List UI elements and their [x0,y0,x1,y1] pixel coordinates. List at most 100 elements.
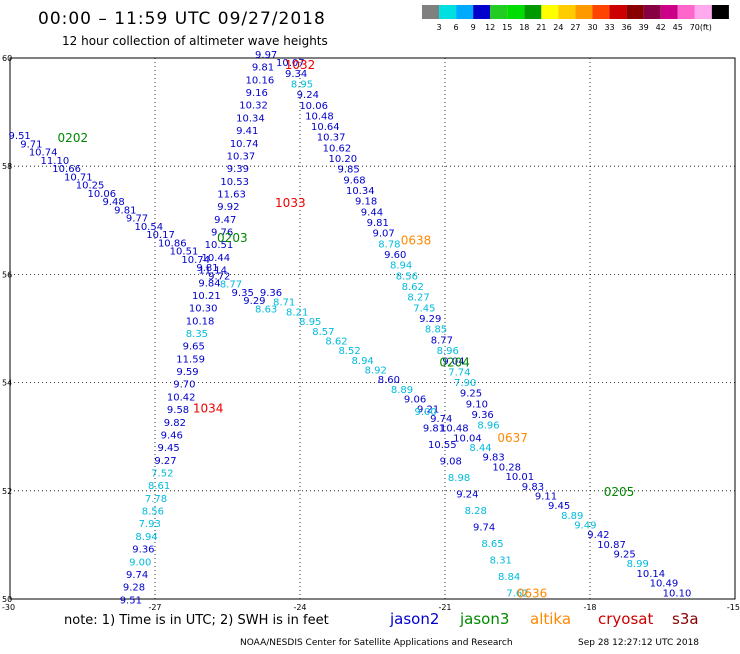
swh-value: 8.57 [312,327,334,338]
swh-value: 8.89 [561,511,583,522]
swh-value: 8.44 [469,443,491,454]
swh-value: 9.51 [120,595,142,606]
swh-value: 9.10 [466,399,488,410]
legend-satellite-cryosat: cryosat [598,610,653,628]
swh-value: 9.11 [535,491,557,502]
swh-value: 9.41 [236,126,258,137]
swh-value: 10.32 [239,101,268,112]
swh-value: 9.34 [285,69,307,80]
y-tick-label: 56 [2,270,12,279]
pass-id-label: 0637 [497,431,528,445]
color-scale-swatch [694,5,712,19]
swh-value: 7.52 [151,469,173,480]
color-scale-label: 36 [622,23,632,32]
swh-value: 9.76 [211,228,233,239]
color-scale-swatch [473,5,491,19]
swh-value: 9.27 [154,456,176,467]
swh-value: 9.83 [483,453,505,464]
swh-value: 8.96 [437,346,459,357]
swh-value: 8.61 [148,481,170,492]
color-scale-label: 6 [454,23,459,32]
swh-value: 10.06 [299,101,328,112]
swh-value: 8.99 [627,559,649,570]
swh-value: 9.00 [129,557,151,568]
color-scale-label: 27 [570,23,580,32]
swh-value: 8.60 [378,375,400,386]
swh-value: 9.97 [255,50,277,61]
swh-value: 9.72 [208,271,230,282]
color-scale-label: (ft) [700,23,712,32]
pass-labels: 1032 0202 1033 0203 0638 0204 1034 0637 0205 0636 [58,58,635,601]
color-scale-label: 9 [471,23,476,32]
swh-value: 10.07 [276,58,305,69]
color-scale-label: 12 [485,23,495,32]
swh-value: 8.92 [365,366,387,377]
plot-frame [9,57,736,600]
color-scale-swatch [575,5,593,19]
x-tick-label: -27 [148,603,161,612]
swh-value: 7.93 [139,519,161,530]
x-tick-label: -24 [293,603,306,612]
swh-value: 8.78 [378,239,400,250]
swh-value: 8.77 [220,280,242,291]
color-scale-label: 30 [587,23,597,32]
swh-value: 10.34 [346,186,375,197]
x-tick-label: -15 [727,603,740,612]
swh-value: 10.62 [323,143,352,154]
swh-value: 10.42 [167,392,196,403]
swh-value: 11.59 [176,354,205,365]
color-scale: 3 6 9 12 15 18 21 24 27 30 33 36 39 42 45 70 (ft) [422,5,729,32]
swh-value: 9.74 [430,414,452,425]
swh-value: 8.56 [142,507,164,518]
color-scale-swatch [677,5,695,19]
pass-id-label: 1034 [193,401,224,415]
swh-value: 10.37 [317,133,346,144]
swh-value: 9.18 [355,197,377,208]
color-scale-swatch [592,5,610,19]
color-scale-swatch [626,5,644,19]
swh-value: 9.81 [423,424,445,435]
color-scale-label: 15 [502,23,512,32]
swh-value: 9.36 [472,410,494,421]
swh-value: 10.51 [205,240,234,251]
swh-value: 9.49 [574,520,596,531]
color-scale-label: 24 [553,23,563,32]
color-scale-swatch [456,5,474,19]
swh-value: 9.46 [161,430,183,441]
footer-timestamp: Sep 28 12:27:12 UTC 2018 [578,638,699,648]
swh-value: 8.27 [407,293,429,304]
swh-value: 8.94 [352,356,374,367]
swh-value: 10.87 [597,540,626,551]
swh-value: 8.65 [481,539,503,550]
color-scale-swatch [558,5,576,19]
swh-value: 10.74 [230,139,259,150]
x-tick-label: -21 [438,603,451,612]
color-scale-label: 42 [656,23,666,32]
swh-value: 9.81 [367,218,389,229]
swh-value: 10.18 [186,316,215,327]
swh-value: 10.16 [246,75,275,86]
color-scale-label: 33 [604,23,614,32]
color-scale-swatch [643,5,661,19]
color-scale-swatch [507,5,525,19]
swh-value: 9.51 [9,131,31,142]
color-scale-swatch [490,5,508,19]
color-scale-swatch [711,5,729,19]
pass-id-label: 0202 [58,131,89,145]
swh-value: 8.94 [135,532,157,543]
swh-value: 11.10 [41,156,70,167]
swh-value: 10.53 [220,177,249,188]
swh-value: 10.66 [52,164,81,175]
legend-satellite-jason2: jason2 [389,610,439,628]
swh-value: 9.44 [361,207,383,218]
swh-value: 10.30 [189,304,218,315]
swh-value: 9.92 [217,202,239,213]
swh-value: 9.16 [246,88,268,99]
swh-value: 9.81 [196,263,218,274]
swh-value: 10.14 [636,569,665,580]
swh-value: 10.55 [428,440,457,451]
swh-value: 9.29 [419,314,441,325]
swh-value: 8.96 [477,421,499,432]
swh-value: 10.74 [29,148,58,159]
